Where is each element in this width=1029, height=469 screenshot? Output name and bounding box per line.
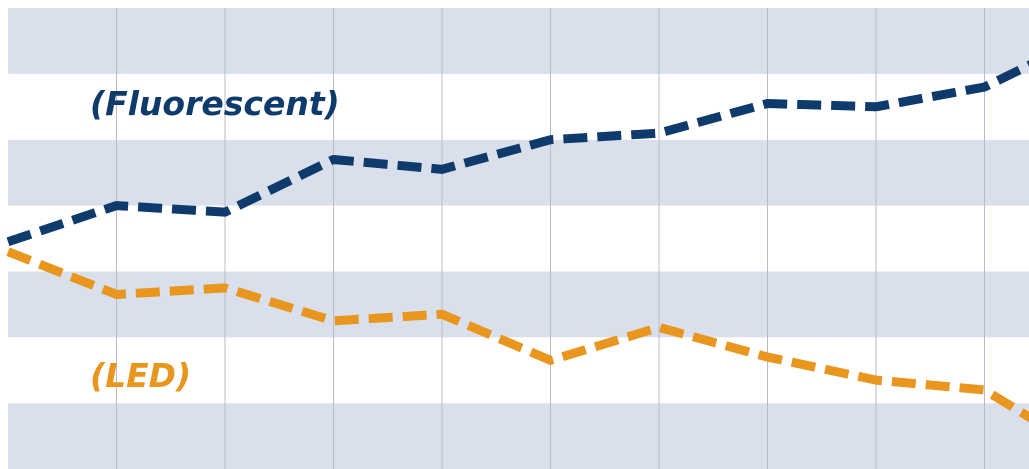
background-band <box>8 73 1029 140</box>
vertical-gridlines <box>116 8 985 469</box>
background-bands <box>8 8 1029 469</box>
background-band <box>8 8 1029 74</box>
background-band <box>8 271 1029 338</box>
series-layer <box>6 60 1029 423</box>
series-label-fluorescent: (Fluorescent) <box>90 84 340 123</box>
background-band <box>8 205 1029 272</box>
background-band <box>8 403 1029 469</box>
series-label-led: (LED) <box>90 356 191 395</box>
